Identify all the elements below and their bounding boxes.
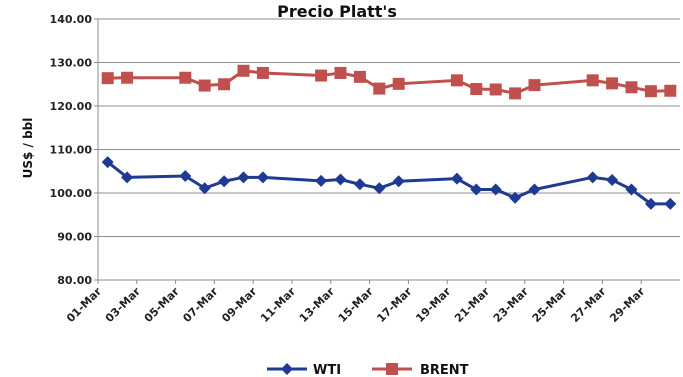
legend-label-brent: BRENT [420, 363, 469, 377]
data-point-brent [334, 66, 347, 79]
data-point-wti [315, 174, 328, 187]
y-tick-label: 110.00 [50, 144, 93, 157]
data-point-wti [489, 183, 502, 196]
data-point-wti [625, 183, 638, 196]
data-point-wti [353, 178, 366, 191]
data-point-brent [179, 71, 192, 84]
data-point-brent [528, 79, 541, 92]
data-point-brent [664, 84, 677, 97]
data-point-wti [644, 197, 657, 210]
data-point-wti [470, 183, 483, 196]
data-point-brent [237, 64, 250, 77]
data-point-wti [256, 171, 269, 184]
series-line-brent [107, 69, 671, 95]
data-point-brent [256, 66, 269, 79]
data-point-wti [373, 182, 386, 195]
data-point-brent [121, 71, 134, 84]
x-tick-label: 05-Mar [142, 285, 182, 325]
y-tick-label: 80.00 [57, 274, 92, 287]
data-point-brent [392, 77, 405, 90]
y-tick-label: 100.00 [50, 187, 93, 200]
data-point-wti [450, 172, 463, 185]
data-point-brent [353, 70, 366, 83]
x-tick-label: 09-Mar [219, 285, 259, 325]
y-tick-label: 90.00 [57, 231, 92, 244]
legend-marker-brent [386, 363, 398, 375]
x-tick-label: 03-Mar [103, 285, 143, 325]
data-point-wti [334, 173, 347, 186]
data-point-wti [392, 175, 405, 188]
data-point-brent [315, 69, 328, 82]
series-brent [101, 64, 677, 100]
x-tick-label: 21-Mar [452, 285, 492, 325]
data-point-wti [121, 171, 134, 184]
data-point-wti [101, 156, 114, 169]
x-tick-label: 23-Mar [491, 285, 531, 325]
series-layer [101, 64, 677, 210]
data-point-brent [509, 87, 522, 100]
data-point-wti [218, 175, 231, 188]
data-point-wti [509, 191, 522, 204]
x-tick-label: 01-Mar [64, 285, 104, 325]
gridlines [98, 18, 680, 281]
data-point-brent [586, 74, 599, 87]
legend-marker-wti [281, 363, 293, 375]
data-point-brent [218, 78, 231, 91]
legend: WTI BRENT [267, 363, 469, 377]
series-wti [101, 156, 677, 210]
legend-label-wti: WTI [313, 363, 341, 377]
data-point-wti [606, 173, 619, 186]
x-tick-label: 29-Mar [607, 285, 647, 325]
series-line-wti [106, 160, 671, 206]
x-tick-label: 13-Mar [297, 285, 337, 325]
data-point-wti [198, 182, 211, 195]
data-point-brent [644, 85, 657, 98]
chart-title: Precio Platt's [277, 2, 397, 21]
data-point-brent [489, 83, 502, 96]
data-point-wti [237, 171, 250, 184]
data-point-wti [664, 197, 677, 210]
x-tick-label: 07-Mar [180, 285, 220, 325]
x-tick-label: 27-Mar [568, 285, 608, 325]
y-tick-label: 120.00 [50, 100, 93, 113]
x-tick-label: 25-Mar [530, 285, 570, 325]
data-point-wti [179, 170, 192, 183]
data-point-brent [198, 79, 211, 92]
data-point-brent [101, 72, 114, 85]
data-point-brent [373, 82, 386, 95]
y-tick-label: 130.00 [50, 57, 93, 70]
x-tick-label: 19-Mar [413, 285, 453, 325]
data-point-brent [606, 77, 619, 90]
data-point-brent [470, 83, 483, 96]
x-tick-label: 15-Mar [336, 285, 376, 325]
data-point-brent [625, 81, 638, 94]
axes: 80.00 90.00 100.00 110.00 120.00 130.00 140.00… [50, 13, 680, 325]
y-tick-label: 140.00 [50, 13, 93, 26]
y-axis-label: US$ / bbl [21, 118, 35, 179]
data-point-wti [528, 183, 541, 196]
x-tick-label: 17-Mar [374, 285, 414, 325]
data-point-brent [450, 74, 463, 87]
x-tick-label: 11-Mar [258, 285, 298, 325]
data-point-wti [586, 171, 599, 184]
